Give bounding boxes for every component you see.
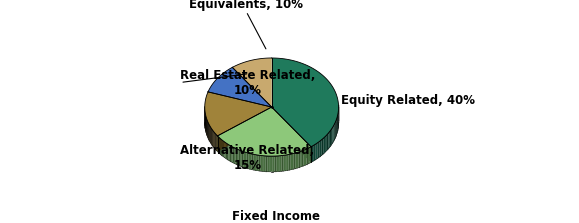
Polygon shape (218, 107, 311, 156)
Polygon shape (320, 140, 321, 157)
Polygon shape (294, 153, 295, 169)
Polygon shape (228, 145, 230, 161)
Polygon shape (285, 155, 287, 171)
Polygon shape (257, 155, 259, 171)
Polygon shape (259, 155, 261, 171)
Polygon shape (283, 155, 285, 171)
Polygon shape (297, 152, 299, 168)
Polygon shape (239, 150, 240, 166)
Polygon shape (324, 136, 325, 154)
Polygon shape (254, 154, 255, 170)
Polygon shape (267, 156, 269, 172)
Polygon shape (301, 151, 302, 167)
Text: Equity Related, 40%: Equity Related, 40% (341, 94, 475, 107)
Polygon shape (218, 136, 219, 153)
Polygon shape (232, 58, 272, 107)
Polygon shape (223, 141, 225, 157)
Polygon shape (281, 155, 283, 171)
Polygon shape (261, 155, 262, 171)
Polygon shape (208, 67, 272, 107)
Polygon shape (316, 143, 317, 160)
Text: Alternative Related,
15%: Alternative Related, 15% (180, 144, 314, 172)
Polygon shape (262, 156, 264, 171)
Polygon shape (240, 150, 242, 167)
Polygon shape (274, 156, 276, 172)
Polygon shape (269, 156, 271, 172)
Polygon shape (226, 143, 227, 159)
Polygon shape (205, 92, 272, 136)
Polygon shape (308, 147, 310, 164)
Polygon shape (233, 147, 234, 163)
Polygon shape (276, 156, 278, 171)
Text: Fixed Income
Related, 25%: Fixed Income Related, 25% (232, 210, 320, 223)
Polygon shape (217, 135, 218, 151)
Polygon shape (272, 58, 339, 147)
Polygon shape (252, 154, 254, 170)
Polygon shape (225, 142, 226, 158)
Polygon shape (325, 135, 327, 152)
Polygon shape (311, 145, 313, 162)
Polygon shape (236, 148, 237, 165)
Polygon shape (271, 156, 273, 172)
Polygon shape (328, 131, 330, 149)
Polygon shape (302, 150, 303, 166)
Polygon shape (306, 148, 308, 165)
Polygon shape (227, 144, 228, 160)
Text: Cash and Cash
Equivalents, 10%: Cash and Cash Equivalents, 10% (189, 0, 303, 11)
Polygon shape (221, 139, 222, 155)
Polygon shape (264, 156, 266, 171)
Polygon shape (248, 153, 250, 169)
Polygon shape (288, 154, 290, 170)
Polygon shape (242, 151, 243, 167)
Polygon shape (278, 156, 280, 171)
Polygon shape (303, 150, 305, 166)
Polygon shape (234, 148, 236, 164)
Polygon shape (250, 153, 252, 169)
Polygon shape (230, 145, 231, 162)
Polygon shape (290, 154, 292, 170)
Polygon shape (243, 151, 245, 168)
Polygon shape (305, 149, 306, 165)
Polygon shape (216, 134, 217, 150)
Polygon shape (218, 107, 272, 151)
Polygon shape (313, 144, 316, 161)
Polygon shape (336, 118, 337, 135)
Polygon shape (272, 107, 311, 162)
Polygon shape (334, 124, 335, 141)
Polygon shape (218, 107, 272, 151)
Polygon shape (231, 146, 233, 163)
Polygon shape (266, 156, 267, 172)
Polygon shape (247, 153, 248, 169)
Polygon shape (280, 156, 281, 171)
Polygon shape (272, 107, 311, 162)
Polygon shape (327, 133, 328, 151)
Polygon shape (335, 120, 336, 137)
Polygon shape (332, 126, 334, 143)
Polygon shape (273, 156, 274, 172)
Text: Real Estate Related,
10%: Real Estate Related, 10% (180, 68, 316, 97)
Polygon shape (292, 153, 294, 169)
Polygon shape (219, 138, 221, 155)
Polygon shape (255, 155, 257, 171)
Polygon shape (321, 138, 324, 155)
Polygon shape (331, 128, 332, 145)
Polygon shape (330, 129, 331, 147)
Polygon shape (287, 155, 288, 170)
Polygon shape (299, 151, 301, 167)
Polygon shape (222, 140, 223, 157)
Polygon shape (310, 147, 311, 163)
Polygon shape (295, 153, 297, 169)
Polygon shape (245, 152, 247, 168)
Polygon shape (317, 141, 320, 158)
Polygon shape (237, 149, 239, 165)
